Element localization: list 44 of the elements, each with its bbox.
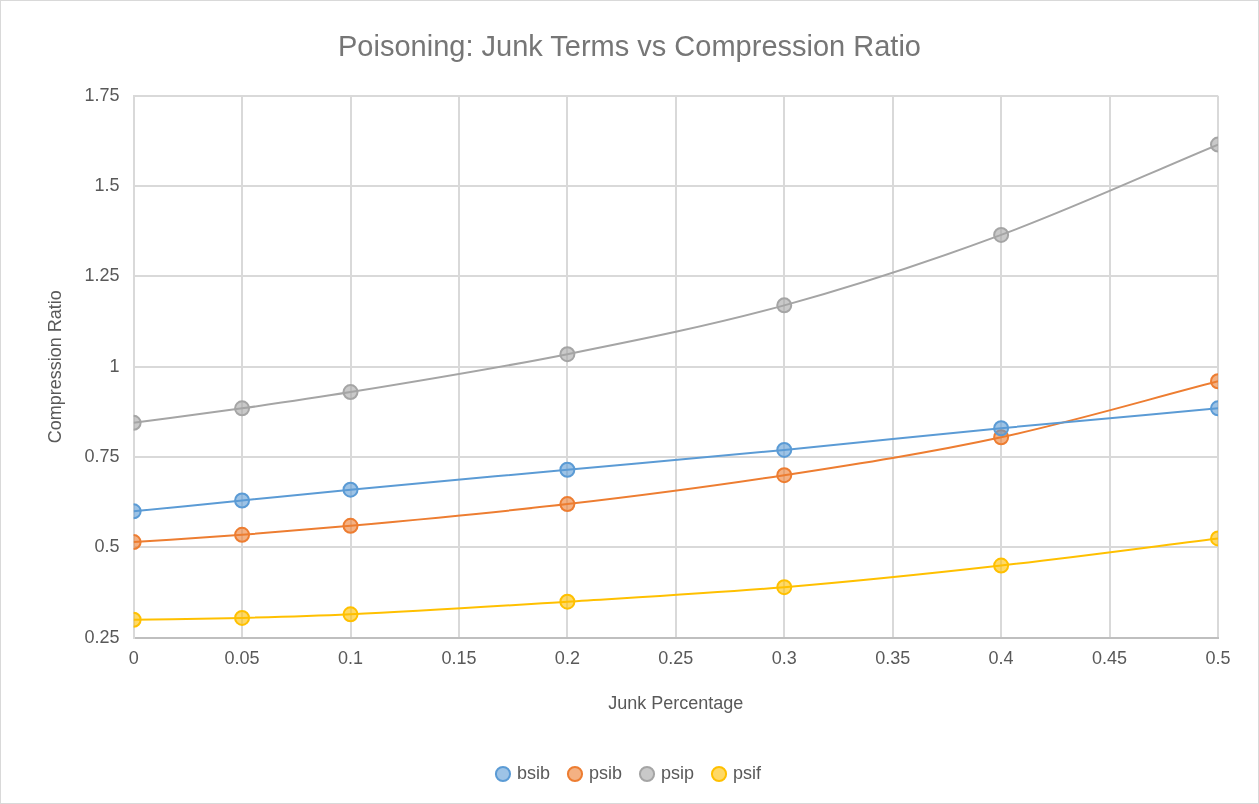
point [993,226,1010,243]
x-axis-title: Junk Percentage [608,693,744,714]
point [342,606,359,623]
point [342,517,359,534]
point [559,461,576,478]
y-axis-title: Compression Ratio [44,290,65,444]
legend-label: bsib [516,762,550,783]
x-tick-label: 0.05 [224,647,260,668]
point [559,346,576,363]
legend-label: psip [661,762,695,783]
point [776,467,793,484]
y-tick-label: 0.25 [84,626,120,647]
x-tick-label: 0.1 [337,647,364,668]
point [776,297,793,314]
point [559,593,576,610]
point [776,579,793,596]
x-tick-label: 0 [128,647,139,668]
y-tick-label: 1.25 [84,265,120,286]
y-tick-label: 0.5 [94,536,120,557]
point [559,496,576,513]
legend-label: psib [588,762,623,783]
x-tick-label: 0.5 [1205,647,1231,668]
point [234,400,251,417]
point [993,420,1010,437]
point [234,609,251,626]
point [993,557,1010,574]
x-tick-label: 0.15 [441,647,477,668]
y-tick-label: 1.75 [84,84,120,105]
point [234,492,251,509]
chart-title: Poisoning: Junk Terms vs Compression Ratio [338,30,921,63]
x-tick-label: 0.2 [554,647,580,668]
point [342,384,359,401]
x-tick-label: 0.25 [658,647,694,668]
point [234,526,251,543]
x-tick-label: 0.4 [988,647,1014,668]
legend-label: psif [733,762,763,783]
x-tick-label: 0.35 [875,647,911,668]
y-tick-label: 0.75 [84,446,120,467]
x-tick-label: 0.45 [1092,647,1128,668]
point [776,441,793,458]
x-tick-label: 0.3 [771,647,797,668]
point [342,481,359,498]
y-tick-label: 1.5 [94,175,120,196]
y-tick-label: 1 [109,355,120,376]
